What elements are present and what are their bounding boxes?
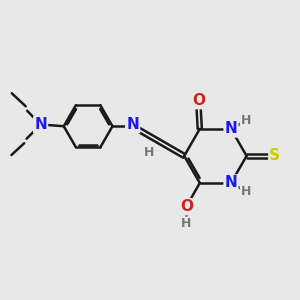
Text: H: H	[181, 218, 192, 230]
Text: H: H	[241, 185, 251, 198]
Text: O: O	[192, 93, 205, 108]
Text: O: O	[180, 199, 193, 214]
Text: N: N	[34, 117, 47, 132]
Text: N: N	[225, 122, 237, 136]
Text: S: S	[269, 148, 280, 164]
Text: H: H	[241, 114, 251, 127]
Text: N: N	[126, 117, 139, 132]
Text: N: N	[225, 176, 237, 190]
Text: H: H	[144, 146, 154, 159]
